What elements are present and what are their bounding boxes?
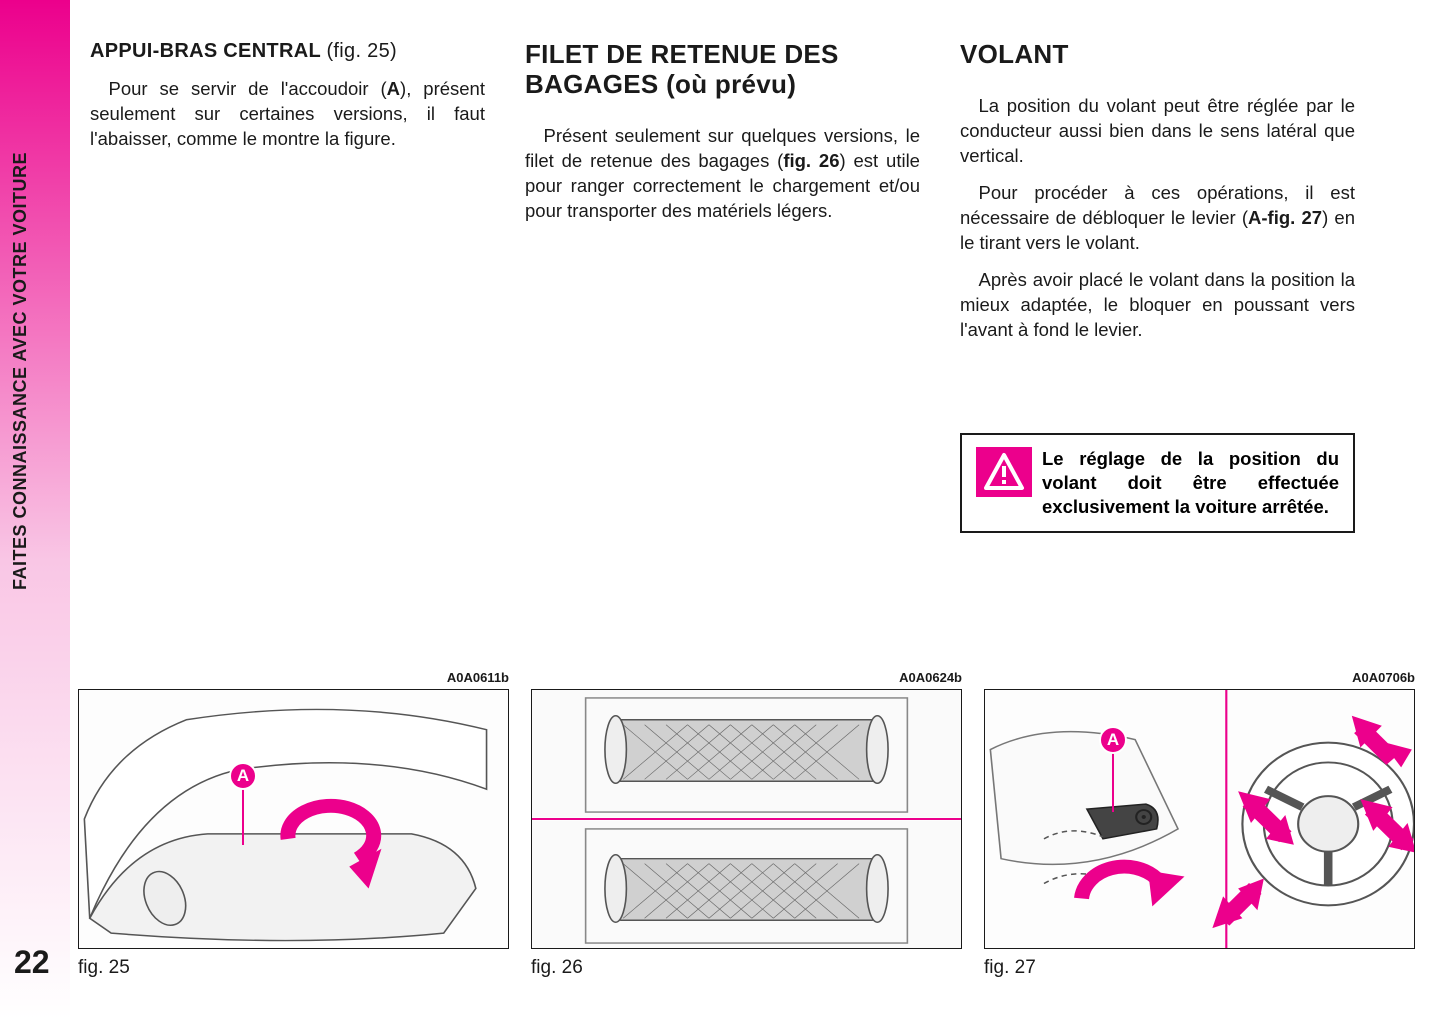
figure-27-caption: fig. 27 xyxy=(984,957,1415,979)
figure-26-image xyxy=(531,689,962,949)
column-volant: VOLANT La position du volant peut être r… xyxy=(960,40,1355,533)
figure-25-code: A0A0611b xyxy=(78,670,509,685)
figures-row: A0A0611b A fig. 25 A0A0624b xyxy=(78,670,1415,979)
figure-27-block: A0A0706b xyxy=(984,670,1415,979)
warning-text: Le réglage de la position du volant doit… xyxy=(1042,448,1339,517)
figure-27-image: A xyxy=(984,689,1415,949)
figure-25-image: A xyxy=(78,689,509,949)
section-title-vertical: FAITES CONNAISSANCE AVEC VOTRE VOITURE xyxy=(10,152,31,590)
para-volant-2: Pour procéder à ces opérations, il est n… xyxy=(960,181,1355,256)
para-volant-1: La position du volant peut être réglée p… xyxy=(960,94,1355,169)
warning-box: Le réglage de la position du volant doit… xyxy=(960,433,1355,533)
warning-triangle-icon xyxy=(976,447,1032,497)
label-a-line xyxy=(242,785,244,845)
heading-text: APPUI-BRAS CENTRAL xyxy=(90,40,321,62)
figure-25-caption: fig. 25 xyxy=(78,957,509,979)
figure-26-code: A0A0624b xyxy=(531,670,962,685)
figure-25-block: A0A0611b A fig. 25 xyxy=(78,670,509,979)
main-content: APPUI-BRAS CENTRAL (fig. 25) Pour se ser… xyxy=(90,40,1415,533)
heading-filet: FILET DE RETENUE DES BAGAGES (où prévu) xyxy=(525,40,920,100)
label-a-dot: A xyxy=(229,762,257,790)
figure-26-block: A0A0624b xyxy=(531,670,962,979)
heading-appui-bras: APPUI-BRAS CENTRAL (fig. 25) xyxy=(90,40,485,63)
para-appui-bras: Pour se servir de l'accoudoir (A), prése… xyxy=(90,77,485,152)
column-appui-bras: APPUI-BRAS CENTRAL (fig. 25) Pour se ser… xyxy=(90,40,485,533)
para-filet: Présent seulement sur quelques versions,… xyxy=(525,124,920,224)
column-filet: FILET DE RETENUE DES BAGAGES (où prévu) … xyxy=(525,40,920,533)
sidebar-gradient: FAITES CONNAISSANCE AVEC VOTRE VOITURE 2… xyxy=(0,0,70,1019)
figure-27-code: A0A0706b xyxy=(984,670,1415,685)
figure-26-caption: fig. 26 xyxy=(531,957,962,979)
para-volant-3: Après avoir placé le volant dans la posi… xyxy=(960,268,1355,343)
label-a-dot-27: A xyxy=(1099,726,1127,754)
heading-volant: VOLANT xyxy=(960,40,1355,70)
page-number: 22 xyxy=(14,944,50,981)
label-a-line-27 xyxy=(1112,750,1114,812)
heading-ref: (fig. 25) xyxy=(326,40,397,62)
